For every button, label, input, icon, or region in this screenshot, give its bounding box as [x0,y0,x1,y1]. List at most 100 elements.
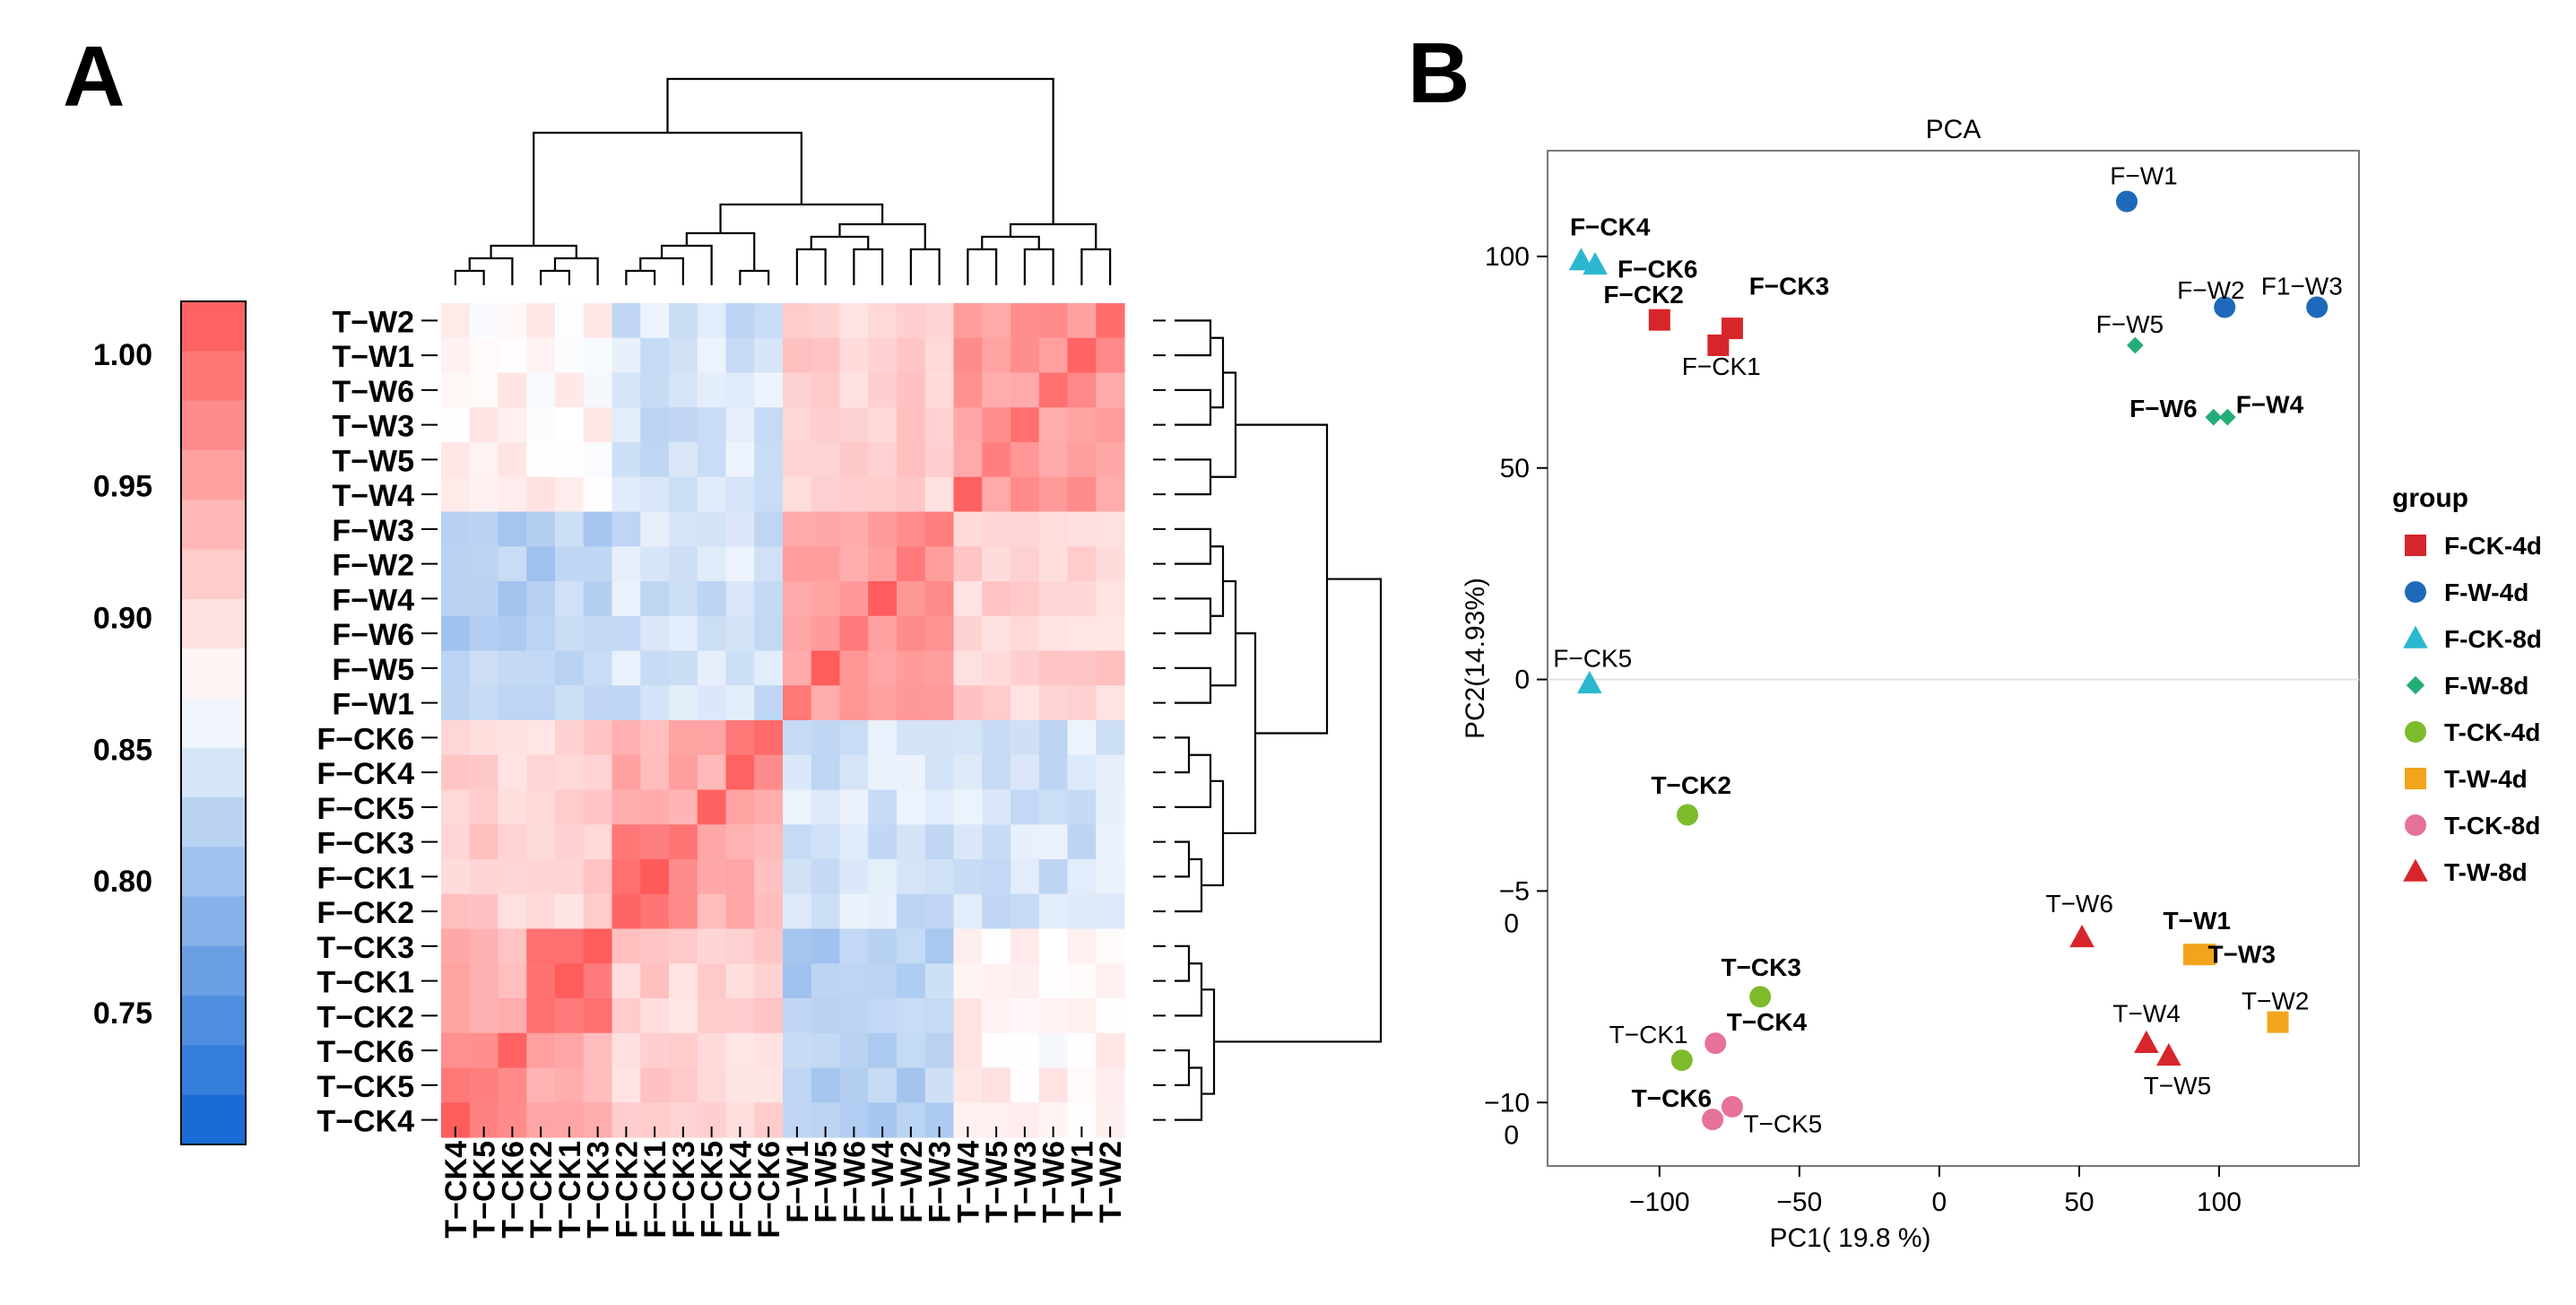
colorbar-step [181,400,246,451]
heatmap-cell [868,754,898,791]
heatmap-cell [1038,859,1069,895]
heatmap-cell [1010,963,1040,999]
heatmap-cell [725,859,755,895]
heatmap-cell [725,511,755,547]
heatmap-cell [868,824,898,860]
heatmap-cell [897,754,926,791]
heatmap-cell [1038,407,1069,443]
heatmap-cell [725,372,755,408]
dendrogram-branch [1201,988,1216,1095]
heatmap-cell [754,963,784,999]
point-label: T−W1 [2164,907,2231,935]
heatmap-cell [526,337,556,374]
row-label: F−W2 [332,549,414,583]
heatmap-cell [725,546,755,582]
col-label: T−W3 [1009,1141,1043,1223]
heatmap-cell [583,372,613,408]
heatmap-cell [1096,581,1125,617]
dendrogram-branch [1175,840,1191,878]
heatmap-cell [583,650,613,686]
colorbar-step [181,301,246,352]
heatmap-cell [526,303,556,339]
row-label: F−W3 [332,514,414,548]
row-label: F−W6 [332,618,414,652]
heatmap-cell [783,893,812,930]
heatmap-cell [1010,476,1040,513]
heatmap-cell [498,859,527,895]
heatmap-cell [640,1032,670,1069]
heatmap-cell [754,720,784,756]
heatmap-cell [982,511,1011,547]
row-label: F−CK3 [317,827,414,861]
heatmap-cell [982,476,1011,513]
colorbar-tick-label: 0.75 [93,996,152,1031]
heatmap-cell [555,407,585,443]
heatmap-cell [725,476,755,513]
heatmap-cell [583,476,613,513]
heatmap-cell [754,303,784,339]
heatmap-cell [583,928,613,964]
row-label: T−W4 [332,479,414,513]
colorbar-frame [180,300,247,1145]
heatmap-cell [498,615,527,652]
heatmap-cell [897,303,926,339]
heatmap-cell [640,337,670,374]
heatmap-cell [754,615,784,652]
legend-entry: F-W-8d [2444,672,2528,700]
heatmap-cell [583,337,613,374]
heatmap-cell [982,442,1011,478]
heatmap-cell [1067,407,1097,443]
heatmap-cell [1096,859,1125,895]
heatmap-cell [469,650,499,686]
heatmap-cell [441,893,471,930]
heatmap-cell [924,859,955,895]
point-label: T−W6 [2045,890,2112,918]
heatmap-cell [811,337,841,374]
dendrogram-branch [909,248,941,285]
heatmap-cell [1038,720,1069,756]
heatmap-cell [953,893,983,930]
heatmap-cell [441,615,471,652]
heatmap-cell [526,859,556,895]
heatmap-cell [697,407,727,443]
row-label: T−W1 [332,340,414,374]
heatmap-cell [441,963,471,999]
heatmap-cell [725,789,755,825]
heatmap-cell [839,928,869,964]
row-label: F−CK4 [317,757,414,791]
point-marker [2405,768,2426,789]
heatmap-cell [982,720,1011,756]
heatmap-cell [811,893,841,930]
heatmap-cell [611,337,641,374]
heatmap-cell [868,303,898,339]
col-label: F−CK4 [724,1141,758,1239]
point-label: F−CK4 [1570,213,1651,240]
row-label: T−W6 [332,375,414,409]
heatmap-cell [839,581,869,617]
heatmap-cell [897,650,926,686]
heatmap-cell [441,442,471,478]
heatmap-cell [1010,615,1040,652]
heatmap-cell [640,372,670,408]
heatmap-cell [1038,650,1069,686]
dendrogram-branch [739,269,770,285]
heatmap-cell [1067,685,1097,721]
heatmap-cell [498,337,527,374]
heatmap-cell [1067,615,1097,652]
heatmap-cell [783,303,812,339]
heatmap-cell [1038,1067,1069,1103]
heatmap-cell [526,963,556,999]
heatmap-cell [583,720,613,756]
heatmap-cell [924,303,955,339]
heatmap-cell [725,720,755,756]
heatmap-cell [868,407,898,443]
heatmap-cell [1038,928,1069,964]
heatmap-cell [725,581,755,617]
heatmap-cell [469,720,499,756]
heatmap-cell [583,754,613,791]
point-marker [2214,296,2236,318]
heatmap-cell [839,963,869,999]
legend-entry: F-CK-4d [2444,532,2542,560]
col-label: T−CK6 [496,1141,530,1239]
point-marker [1583,251,1608,275]
